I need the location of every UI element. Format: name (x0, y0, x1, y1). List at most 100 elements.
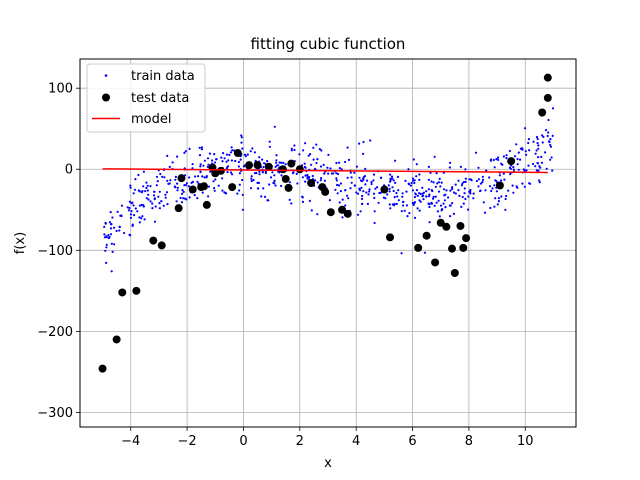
train-data-point (443, 188, 446, 191)
train-data-point (308, 199, 311, 202)
train-data-point (433, 155, 436, 158)
train-data-point (474, 151, 478, 154)
train-data-point (105, 261, 108, 264)
train-data-point (519, 158, 522, 161)
train-data-point (241, 147, 244, 150)
train-data-point (415, 175, 418, 178)
train-data-point (250, 175, 253, 178)
y-tick-label: 0 (65, 163, 73, 178)
train-data-point (327, 153, 330, 156)
train-data-point (407, 183, 411, 186)
train-data-point (548, 140, 551, 144)
test-data-point (448, 244, 456, 253)
train-data-point (496, 156, 500, 159)
train-data-point (201, 191, 204, 194)
train-data-point (401, 192, 404, 195)
train-data-point (316, 213, 319, 216)
train-data-point (157, 195, 160, 198)
test-data-point (442, 222, 451, 231)
test-data-point (295, 165, 304, 174)
train-data-point (422, 194, 425, 197)
train-data-point (266, 199, 269, 202)
train-data-point (339, 182, 343, 185)
train-data-point (437, 199, 440, 202)
train-data-point (310, 163, 313, 166)
train-data-point (444, 193, 447, 196)
train-data-point (427, 165, 430, 168)
train-data-point (402, 204, 405, 207)
train-data-point (298, 153, 301, 156)
train-data-point (432, 195, 435, 198)
train-data-point (464, 177, 467, 180)
train-data-point (160, 200, 163, 203)
train-data-point (126, 206, 129, 209)
train-data-point (336, 172, 340, 176)
train-data-point (140, 203, 143, 207)
train-data-point (226, 171, 229, 174)
train-data-point (349, 187, 352, 190)
train-data-point (159, 172, 162, 176)
train-data-point (395, 202, 398, 206)
train-data-point (391, 186, 394, 189)
train-data-point (346, 194, 349, 197)
train-data-point (389, 179, 392, 182)
train-data-point (462, 202, 465, 205)
train-data-point (464, 197, 467, 201)
train-data-point (396, 175, 400, 178)
train-data-point (113, 243, 116, 246)
train-data-point (347, 158, 351, 161)
train-data-point (551, 169, 554, 172)
train-data-point (551, 134, 554, 137)
train-data-point (129, 213, 133, 216)
train-data-point (423, 251, 426, 254)
train-data-point (408, 212, 411, 215)
train-data-point (467, 195, 470, 198)
train-data-point (107, 234, 110, 237)
test-data-point (456, 221, 465, 230)
train-data-point (158, 207, 161, 210)
train-data-point (463, 187, 466, 190)
train-data-point (521, 147, 524, 150)
test-data-point (281, 174, 290, 183)
train-data-point (458, 194, 461, 197)
train-data-point (368, 188, 371, 191)
train-data-point (427, 202, 430, 205)
test-data-point (507, 157, 516, 166)
train-data-point (185, 182, 188, 185)
train-data-point (498, 174, 501, 177)
train-data-point (318, 148, 321, 151)
train-data-point (238, 172, 241, 175)
test-data-point (233, 149, 242, 158)
train-data-point (191, 167, 194, 170)
train-data-point (535, 169, 538, 172)
train-data-point (273, 174, 276, 177)
train-data-point (346, 146, 349, 149)
train-data-point (251, 147, 254, 150)
train-data-point (373, 196, 376, 200)
train-data-point (166, 203, 169, 206)
train-data-point (168, 165, 171, 168)
test-data-point (321, 187, 330, 196)
test-data-point (112, 335, 121, 344)
train-data-point (430, 180, 433, 183)
train-data-point (306, 176, 309, 179)
train-data-point (382, 196, 385, 199)
train-data-point (353, 171, 356, 174)
train-data-point (493, 184, 496, 187)
train-data-point (355, 191, 358, 194)
train-data-point (239, 158, 242, 161)
train-data-point (180, 201, 184, 204)
train-data-point (231, 173, 234, 176)
train-data-point (301, 176, 304, 179)
legend-train-label: train data (131, 69, 195, 84)
train-data-point (166, 179, 169, 182)
train-data-point (432, 181, 435, 184)
test-data-point (202, 200, 211, 209)
train-data-point (142, 170, 145, 173)
train-data-point (516, 163, 519, 166)
train-data-point (538, 165, 541, 168)
train-data-point (373, 221, 376, 225)
train-data-point (223, 191, 226, 194)
train-data-point (221, 177, 224, 180)
train-data-point (184, 150, 187, 153)
